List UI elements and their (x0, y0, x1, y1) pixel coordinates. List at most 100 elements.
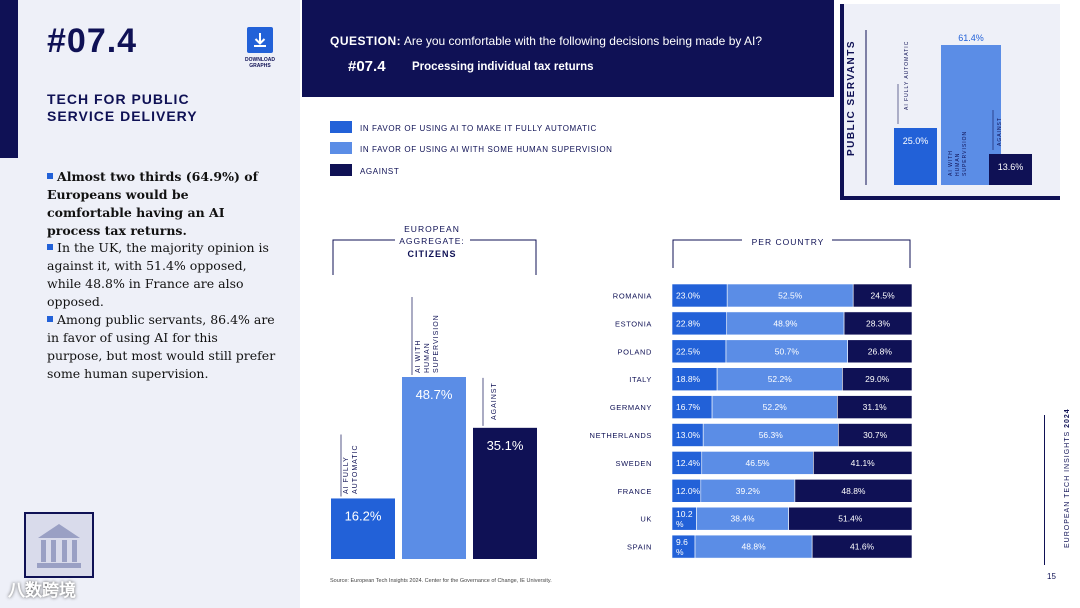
download-label-line-2: GRAPHS (249, 63, 271, 69)
country-value-0-2: 24.5% (871, 291, 896, 301)
download-arrow-icon (254, 33, 266, 47)
legend-swatch-against (330, 164, 352, 176)
country-value-8-1: 38.4% (731, 514, 756, 524)
ps-category-label-0: AI FULLY AUTOMATIC (904, 41, 910, 110)
country-value-1-2: 28.3% (866, 318, 891, 328)
ps-category-label-2: AGAINST (997, 117, 1003, 146)
download-icon[interactable] (247, 27, 273, 53)
question: QUESTION: Are you comfortable with the f… (330, 34, 762, 48)
country-bar-4-2 (837, 395, 913, 419)
country-value-7-1: 39.2% (736, 486, 761, 496)
country-value-8-0: 10.2 (676, 509, 693, 519)
country-value-6-1: 46.5% (746, 458, 771, 468)
ps-category-label-0-line: AI FULLY AUTOMATIC (904, 41, 910, 110)
aggregate-title-3: CITIZENS (407, 249, 456, 259)
source-note: Source: European Tech Insights 2024. Cen… (330, 578, 552, 584)
section-title-line-1: TECH FOR PUBLIC (47, 91, 190, 107)
aggregate-bracket (332, 239, 537, 275)
country-label-5: NETHERLANDS (590, 431, 652, 440)
country-bar-5-2 (838, 423, 913, 447)
country-bar-3-2 (842, 367, 913, 392)
aggregate-category-label-1: AI WITH HUMAN SUPERVISION (415, 314, 440, 373)
question-text: Are you comfortable with the following d… (403, 34, 763, 48)
ps-category-label-1-line: AI WITH (948, 150, 954, 176)
ps-category-label-2-line: AGAINST (997, 117, 1003, 146)
aggregate-category-label-1-line: SUPERVISION (433, 314, 440, 373)
aggregate-title-2: AGGREGATE: (399, 236, 465, 246)
aggregate-category-label-0: AI FULLY AUTOMATIC (343, 444, 359, 494)
country-value-6-0: 12.4% (676, 458, 701, 468)
bullet-square-icon (47, 173, 53, 179)
download-label-line-1: DOWNLOAD (245, 57, 275, 63)
legend-swatch-supervision (330, 142, 352, 154)
page-code: #07.4 (47, 22, 138, 60)
legend-label-automatic: IN FAVOR OF USING AI TO MAKE IT FULLY AU… (360, 124, 597, 133)
aggregate-bar-1 (402, 377, 466, 559)
country-value-1-1: 48.9% (773, 318, 798, 328)
country-bar-2-2 (847, 339, 913, 364)
country-label-3: ITALY (629, 375, 652, 384)
aggregate-category-label-2-line: AGAINST (491, 382, 498, 420)
ps-bar-2 (989, 153, 1032, 185)
country-value-3-1: 52.2% (768, 374, 793, 384)
country-value-4-2: 31.1% (863, 402, 888, 412)
country-bracket (672, 239, 911, 268)
ps-category-label-1-line: SUPERVISION (962, 131, 968, 176)
page-number: 15 (1047, 572, 1056, 581)
divider (1044, 415, 1045, 565)
country-value-5-2: 30.7% (863, 430, 888, 440)
country-value-9-1: 48.8% (742, 542, 767, 552)
country-bar-0-2 (852, 283, 913, 308)
sub-title: Processing individual tax returns (412, 61, 594, 73)
country-value-6-2: 41.1% (851, 458, 876, 468)
country-chart-title: PER COUNTRY (752, 237, 825, 247)
aggregate-category-label-0-line: AUTOMATIC (352, 444, 359, 494)
legend-label-against: AGAINST (360, 167, 400, 176)
country-value-0-0: 23.0% (676, 291, 701, 301)
question-label: QUESTION: (330, 34, 402, 48)
left-panel (0, 0, 300, 608)
country-label-8: UK (640, 515, 652, 524)
country-label-9: SPAIN (627, 543, 652, 552)
country-bar-6-2 (813, 451, 913, 475)
ps-value-label-0: 25.0% (903, 136, 929, 146)
country-bar-9-2 (811, 534, 913, 559)
ps-category-label-1: AI WITH HUMAN SUPERVISION (948, 131, 968, 176)
section-title-line-2: SERVICE DELIVERY (47, 108, 198, 124)
aggregate-category-label-1-line: HUMAN (424, 342, 431, 373)
aggregate-bar-0 (331, 498, 395, 559)
question-header (302, 0, 834, 97)
institution-logo (24, 512, 94, 578)
country-value-4-1: 52.2% (763, 402, 788, 412)
aggregate-category-label-0-line: AI FULLY (343, 456, 350, 494)
country-value-2-2: 26.8% (868, 346, 893, 356)
aggregate-category-label-1-line: AI WITH (415, 340, 422, 373)
country-label-6: SWEDEN (615, 459, 652, 468)
sub-code: #07.4 (348, 58, 386, 75)
aggregate-value-label-0: 16.2% (345, 508, 382, 523)
country-label-2: POLAND (618, 347, 652, 356)
country-label-4: GERMANY (610, 403, 652, 412)
aggregate-title-1: EUROPEAN (404, 224, 460, 234)
country-value-2-0: 22.5% (676, 346, 701, 356)
aggregate-bar-2 (473, 427, 537, 559)
country-bar-7-2 (794, 478, 913, 503)
country-label-7: FRANCE (618, 487, 652, 496)
legend-swatch-automatic (330, 121, 352, 133)
aggregate-value-label-1: 48.7% (416, 387, 453, 402)
section-title: TECH FOR PUBLIC SERVICE DELIVERY (47, 91, 247, 125)
bullet-2: In the UK, the majority opinion is again… (47, 239, 277, 311)
country-value-8-2: 51.4% (838, 514, 863, 524)
ps-bar-0 (894, 127, 937, 185)
bullet-text: Almost two thirds (64.9%) of Europeans w… (47, 169, 258, 238)
download-graphs-label[interactable]: DOWNLOAD GRAPHS (235, 57, 285, 69)
country-bar-8-2 (788, 506, 913, 531)
country-value-1-0: 22.8% (676, 318, 701, 328)
publication-name: EUROPEAN TECH INSIGHTS 2024 (1064, 408, 1071, 548)
bullet-3: Among public servants, 86.4% are in favo… (47, 311, 277, 383)
country-value-3-2: 29.0% (865, 374, 890, 384)
ps-value-label-1: 61.4% (958, 33, 984, 43)
accent-bar (0, 0, 18, 158)
legend-label-supervision: IN FAVOR OF USING AI WITH SOME HUMAN SUP… (360, 145, 613, 154)
